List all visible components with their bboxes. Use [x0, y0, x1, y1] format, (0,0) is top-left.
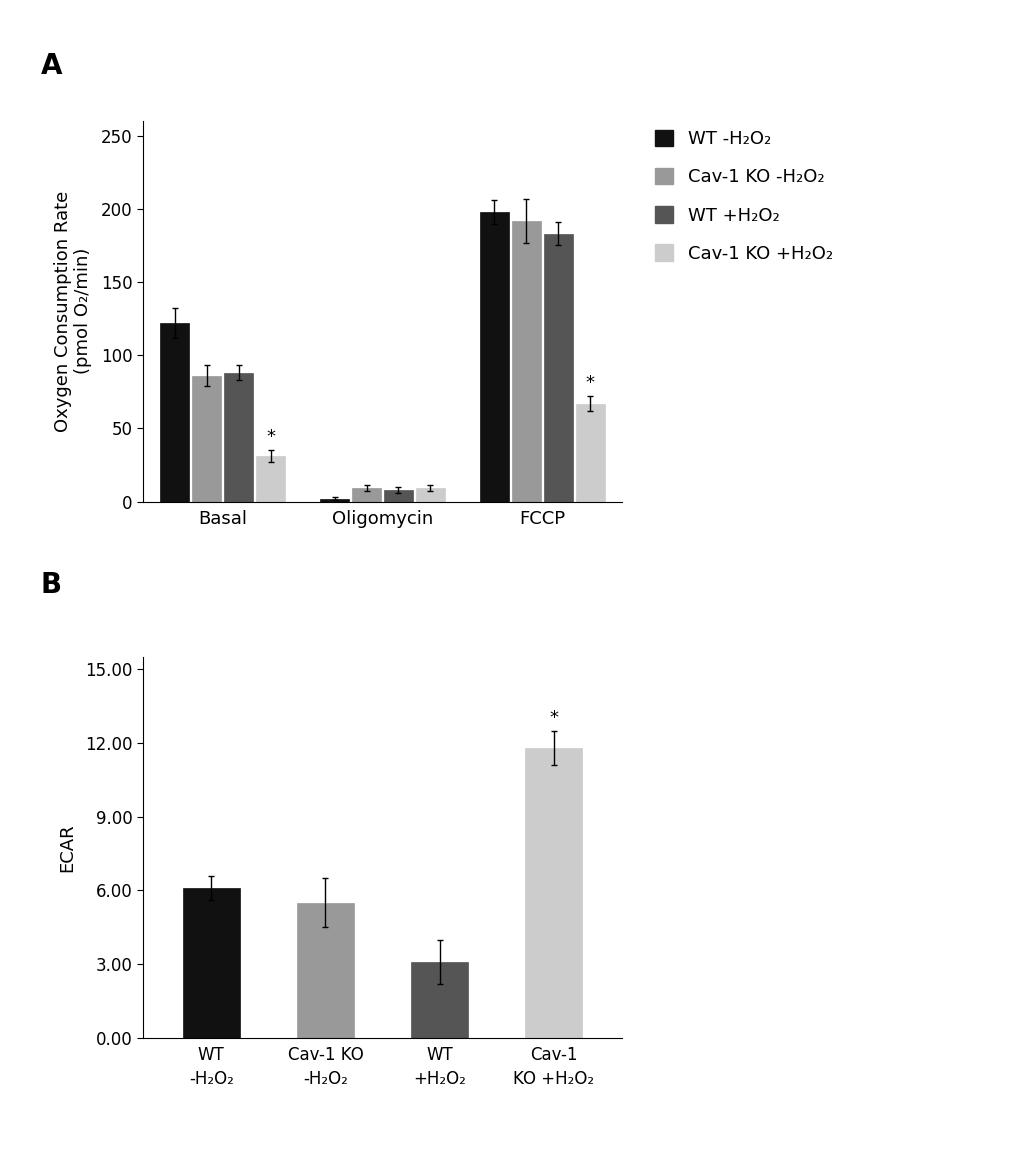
Bar	[160, 323, 190, 502]
Y-axis label: ECAR: ECAR	[58, 823, 76, 872]
Bar	[320, 498, 348, 502]
Bar	[575, 404, 604, 502]
Legend: WT -H₂O₂, Cav-1 KO -H₂O₂, WT +H₂O₂, Cav-1 KO +H₂O₂: WT -H₂O₂, Cav-1 KO -H₂O₂, WT +H₂O₂, Cav-…	[654, 130, 832, 263]
Bar	[479, 212, 508, 502]
Bar	[256, 457, 285, 502]
Bar	[297, 903, 354, 1038]
Text: *: *	[548, 709, 557, 728]
Text: A: A	[41, 52, 62, 80]
Bar	[543, 234, 573, 502]
Y-axis label: Oxygen Consumption Rate
(pmol O₂/min): Oxygen Consumption Rate (pmol O₂/min)	[54, 190, 93, 432]
Bar	[383, 490, 413, 502]
Bar	[411, 962, 468, 1038]
Bar	[525, 748, 582, 1038]
Bar	[224, 372, 253, 502]
Text: *: *	[585, 374, 594, 392]
Bar	[352, 489, 381, 502]
Bar	[182, 888, 239, 1038]
Bar	[416, 489, 444, 502]
Bar	[192, 376, 221, 502]
Text: B: B	[41, 571, 62, 598]
Bar	[512, 220, 540, 502]
Text: *: *	[266, 428, 275, 446]
